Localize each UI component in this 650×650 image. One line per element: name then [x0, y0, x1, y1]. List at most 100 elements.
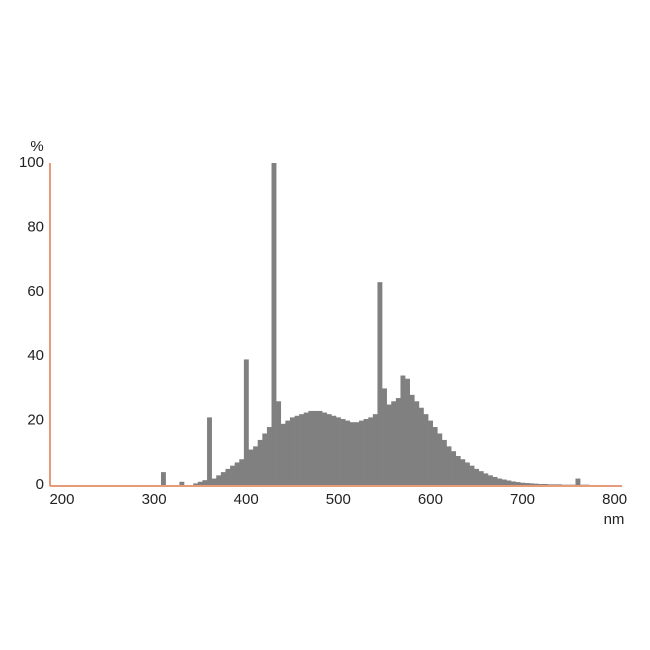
bar	[437, 433, 443, 485]
bar	[575, 478, 581, 485]
bar	[520, 482, 526, 485]
bar	[501, 479, 507, 485]
bar	[179, 481, 185, 485]
y-tick-label: 80	[27, 218, 44, 235]
bar	[557, 484, 562, 485]
bar	[377, 282, 383, 485]
x-tick-label: 300	[142, 491, 167, 508]
bar	[478, 471, 484, 485]
bar	[534, 483, 539, 485]
bar	[382, 388, 387, 485]
bar	[474, 468, 480, 485]
bar	[451, 451, 457, 485]
bar	[216, 475, 222, 485]
bar	[446, 446, 452, 485]
bar	[262, 433, 268, 485]
bar	[207, 417, 212, 485]
bar	[234, 462, 240, 485]
bar	[529, 483, 535, 485]
y-tick-label: 60	[27, 283, 44, 300]
bar	[497, 478, 503, 485]
bar	[276, 401, 282, 485]
bar	[455, 456, 461, 485]
bar	[271, 163, 277, 485]
bar	[515, 482, 521, 485]
bar	[409, 394, 415, 485]
bar	[322, 412, 328, 485]
bar	[349, 422, 355, 485]
bar	[294, 415, 300, 485]
bar	[492, 476, 498, 485]
bar	[386, 404, 392, 485]
bar	[543, 484, 549, 485]
bar	[391, 401, 397, 485]
bar	[243, 359, 249, 485]
x-tick-label: 400	[234, 491, 259, 508]
bar	[511, 481, 516, 485]
bar	[547, 484, 553, 485]
bar	[418, 407, 424, 485]
bar	[354, 422, 360, 485]
bar	[248, 449, 254, 485]
bar	[469, 465, 475, 485]
bar	[336, 417, 341, 485]
bar	[405, 378, 410, 485]
bar	[266, 427, 272, 485]
y-tick-label: 0	[36, 476, 44, 493]
bar	[506, 480, 512, 485]
bar	[372, 414, 378, 485]
bar	[202, 480, 208, 485]
bar	[359, 420, 364, 485]
bar	[253, 446, 259, 485]
bar	[483, 473, 489, 485]
bar	[193, 483, 199, 485]
x-axis-label: nm	[604, 511, 625, 528]
bar	[308, 410, 314, 485]
y-axis-label: %	[30, 138, 43, 155]
bar	[257, 439, 263, 485]
bar	[432, 427, 438, 485]
bar	[464, 462, 470, 485]
x-tick-label: 700	[510, 491, 535, 508]
x-tick-label: 600	[418, 491, 443, 508]
bar	[363, 418, 369, 485]
bar	[317, 410, 323, 485]
y-tick-label: 40	[27, 347, 44, 364]
bar	[289, 417, 295, 485]
x-tick-label: 200	[49, 491, 74, 508]
bar	[395, 398, 401, 485]
y-tick-label: 20	[27, 412, 44, 429]
bar	[345, 420, 351, 485]
bar	[460, 459, 466, 485]
bar	[280, 423, 286, 485]
bar	[441, 439, 447, 485]
bar	[524, 483, 530, 485]
bar	[303, 412, 309, 485]
x-tick-label: 500	[326, 491, 351, 508]
bar	[538, 484, 544, 485]
bar	[340, 418, 346, 485]
bar	[239, 459, 245, 485]
bar	[552, 484, 558, 485]
bar	[225, 468, 231, 485]
bar	[331, 415, 337, 485]
bar	[487, 475, 493, 485]
bar	[400, 375, 406, 485]
y-tick-label: 100	[19, 154, 44, 171]
bar	[423, 414, 429, 485]
bar	[414, 401, 420, 485]
bar	[368, 417, 374, 485]
bar	[285, 420, 291, 485]
bar	[299, 414, 305, 485]
bar	[220, 472, 226, 485]
bar	[312, 410, 318, 485]
bar	[428, 420, 434, 485]
bar	[326, 414, 332, 485]
bar	[211, 478, 217, 485]
bar	[160, 472, 166, 485]
bar	[230, 465, 235, 485]
bar	[197, 481, 203, 485]
x-tick-label: 800	[602, 491, 627, 508]
